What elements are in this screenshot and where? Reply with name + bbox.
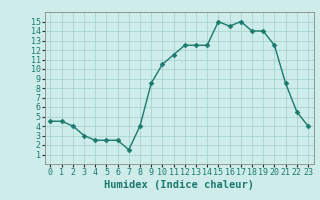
X-axis label: Humidex (Indice chaleur): Humidex (Indice chaleur)	[104, 180, 254, 190]
